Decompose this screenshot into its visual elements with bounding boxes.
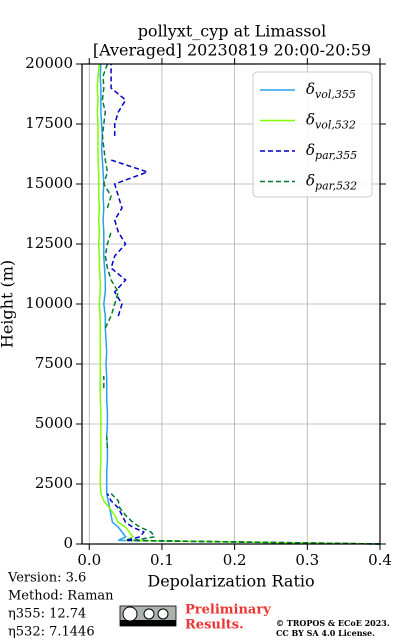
y-tick-label: 0: [63, 534, 73, 552]
y-tick-label: 5000: [35, 414, 73, 432]
x-tick-label: 0.2: [223, 551, 247, 569]
legend: δvol,355 δvol,532 δpar,355 δpar,532: [260, 80, 357, 193]
notice: Preliminary: [185, 603, 271, 618]
chart-title: pollyxt_cyp at Limassol: [138, 22, 327, 41]
x-tick-label: 0.3: [295, 551, 319, 569]
x-tick-label: 0.1: [150, 551, 174, 569]
cc-logo: [119, 605, 177, 627]
x-axis-label: Depolarization Ratio: [147, 572, 314, 591]
legend-label: δpar,355: [306, 141, 357, 162]
y-tick-label: 10000: [25, 294, 73, 312]
y-tick-label: 12500: [25, 234, 73, 252]
x-tick-label: 0.4: [368, 551, 392, 569]
legend-label: δvol,532: [306, 111, 356, 132]
copyright: © TROPOS & ECoE 2023.: [276, 618, 390, 628]
axes: 0.0 0.1 0.2 0.3 0.4 0 2500 5000 7500 10000 12500 15…: [25, 54, 392, 569]
y-axis-label: Height (m): [0, 260, 17, 348]
legend-label: δvol,355: [306, 80, 356, 101]
profile-line: [96, 63, 381, 545]
profile-line: [99, 63, 381, 545]
x-tick-label: 0.0: [77, 551, 101, 569]
footer-note: Method: Raman: [8, 589, 114, 604]
lines: [96, 63, 381, 545]
footer-note: η355: 12.74: [8, 607, 86, 622]
y-tick-label: 17500: [25, 114, 73, 132]
footer-note: η532: 7.1446: [8, 625, 95, 640]
y-tick-label: 20000: [25, 54, 73, 72]
profile-line: [101, 63, 381, 545]
y-tick-label: 2500: [35, 474, 73, 492]
copyright: CC BY SA 4.0 License.: [276, 628, 375, 638]
chart-subtitle: [Averaged] 20230819 20:00-20:59: [93, 41, 371, 60]
notice: Results.: [185, 618, 244, 633]
footer: Version: 3.6 Method: Raman η355: 12.74 η532…: [7, 571, 390, 640]
legend-label: δpar,532: [306, 172, 357, 193]
footer-note: Version: 3.6: [7, 571, 86, 586]
legend-box: [252, 71, 373, 198]
y-tick-label: 7500: [35, 354, 73, 372]
y-tick-label: 15000: [25, 174, 73, 192]
profile-line: [106, 64, 381, 545]
